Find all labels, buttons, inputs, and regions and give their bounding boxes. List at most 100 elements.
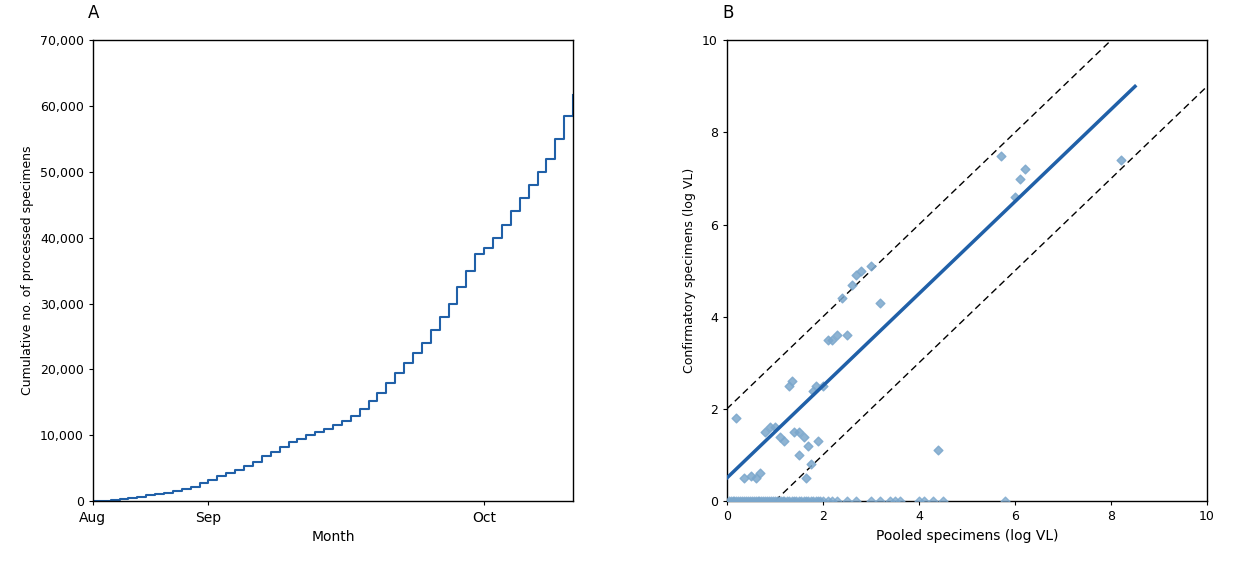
Point xyxy=(822,335,842,344)
Point xyxy=(777,497,797,506)
Point xyxy=(740,471,760,480)
Point xyxy=(796,497,816,506)
Point xyxy=(765,423,785,432)
Point xyxy=(806,497,826,506)
Point xyxy=(890,497,910,506)
Point xyxy=(744,497,764,506)
Point xyxy=(750,469,770,478)
Point xyxy=(852,266,872,275)
Point xyxy=(1015,165,1035,174)
Point xyxy=(803,497,823,506)
Point xyxy=(928,446,948,455)
Point xyxy=(780,497,800,506)
Point xyxy=(842,280,862,289)
Point xyxy=(818,335,838,344)
Point xyxy=(808,497,828,506)
Point xyxy=(870,497,890,506)
Point xyxy=(1010,174,1030,183)
Point xyxy=(832,294,852,303)
Point xyxy=(860,497,880,506)
Point xyxy=(780,381,800,391)
Point xyxy=(818,497,838,506)
Point xyxy=(880,497,900,506)
Point xyxy=(870,298,890,308)
Point xyxy=(727,497,747,506)
Point xyxy=(759,497,779,506)
Point xyxy=(730,497,750,506)
Point xyxy=(924,497,943,506)
Point xyxy=(784,497,803,506)
Point xyxy=(728,497,748,506)
Point xyxy=(837,497,857,506)
Point xyxy=(760,423,780,432)
Point xyxy=(1005,192,1025,202)
Point xyxy=(737,497,756,506)
Point xyxy=(794,497,813,506)
Point xyxy=(738,497,758,506)
Point xyxy=(1110,156,1130,165)
Point xyxy=(806,381,826,391)
Point xyxy=(885,497,905,506)
Point xyxy=(734,497,754,506)
Point xyxy=(745,497,765,506)
X-axis label: Month: Month xyxy=(311,530,355,544)
Point xyxy=(995,497,1015,506)
Y-axis label: Confirmatory specimens (log VL): Confirmatory specimens (log VL) xyxy=(683,168,696,373)
Point xyxy=(837,331,857,340)
X-axis label: Pooled specimens (log VL): Pooled specimens (log VL) xyxy=(875,529,1058,543)
Point xyxy=(754,497,774,506)
Point xyxy=(773,497,792,506)
Point xyxy=(784,427,803,437)
Point xyxy=(789,450,808,460)
Point xyxy=(727,414,747,423)
Point xyxy=(796,473,816,483)
Y-axis label: Cumulative no. of processed specimens: Cumulative no. of processed specimens xyxy=(21,146,35,396)
Point xyxy=(860,262,880,271)
Point xyxy=(751,497,771,506)
Point xyxy=(742,497,761,506)
Point xyxy=(781,377,801,386)
Point xyxy=(909,497,928,506)
Point xyxy=(799,497,818,506)
Point xyxy=(769,497,789,506)
Point xyxy=(827,497,847,506)
Point xyxy=(723,497,743,506)
Point xyxy=(789,497,808,506)
Point xyxy=(748,497,768,506)
Point xyxy=(786,497,806,506)
Point xyxy=(765,497,785,506)
Point xyxy=(990,151,1010,160)
Point xyxy=(813,497,833,506)
Text: B: B xyxy=(722,4,733,22)
Point xyxy=(914,497,933,506)
Point xyxy=(734,473,754,483)
Point xyxy=(732,497,751,506)
Point xyxy=(794,432,813,441)
Point xyxy=(775,437,795,446)
Point xyxy=(827,331,847,340)
Point xyxy=(822,497,842,506)
Point xyxy=(721,497,740,506)
Point xyxy=(933,497,953,506)
Point xyxy=(749,497,769,506)
Point xyxy=(755,427,775,437)
Point xyxy=(740,497,760,506)
Point xyxy=(847,271,867,280)
Point xyxy=(755,497,775,506)
Point xyxy=(847,497,867,506)
Point xyxy=(775,497,795,506)
Point xyxy=(719,497,739,506)
Point xyxy=(758,497,777,506)
Point xyxy=(771,497,791,506)
Point xyxy=(724,497,744,506)
Point xyxy=(763,497,782,506)
Point xyxy=(801,460,821,469)
Point xyxy=(770,432,790,441)
Point xyxy=(808,437,828,446)
Point xyxy=(801,497,821,506)
Point xyxy=(813,381,833,391)
Point xyxy=(789,427,808,437)
Text: A: A xyxy=(88,4,99,22)
Point xyxy=(745,473,765,483)
Point xyxy=(811,497,831,506)
